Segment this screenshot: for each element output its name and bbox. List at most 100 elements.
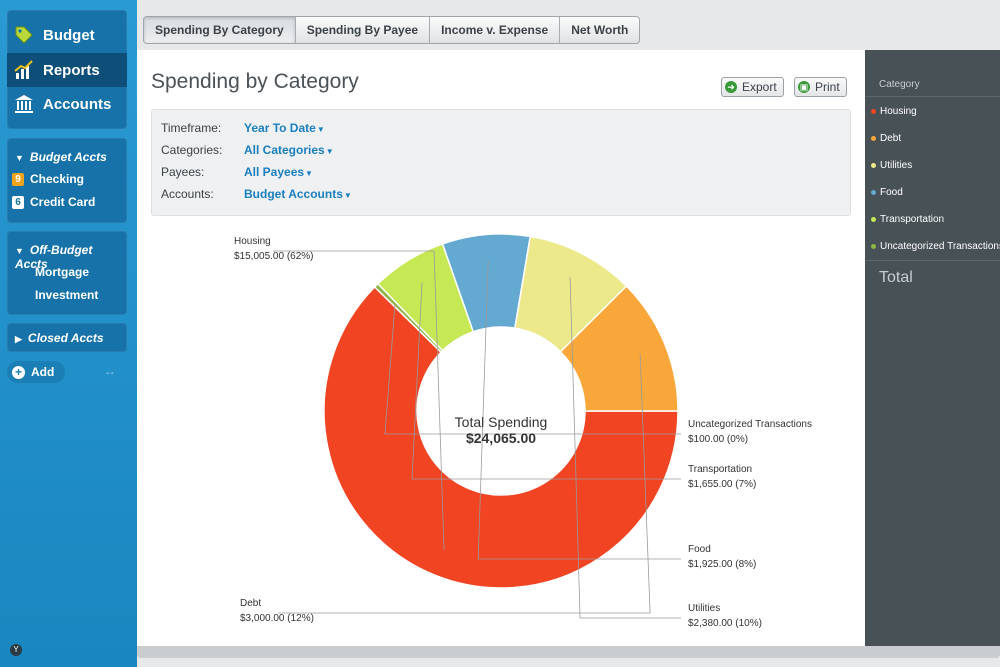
account-badge: 6 [12,195,24,209]
legend-item-food[interactable]: Food [871,185,1000,199]
main-panel: Spending By Category Spending By Payee I… [137,0,1000,667]
printer-icon: ▣ [798,81,810,93]
accounts-value: Budget Accounts [244,187,343,201]
report-tabs: Spending By Category Spending By Payee I… [143,16,641,44]
categories-value: All Categories [244,143,325,157]
timeframe-dropdown[interactable]: Year To Date▼ [244,121,325,135]
legend-divider [865,260,1000,261]
callout-line [477,261,681,560]
legend-dot [871,243,876,249]
account-mortgage[interactable]: Mortgage [35,262,145,282]
dropdown-arrow-icon: ▼ [343,191,352,200]
off-budget-accounts-group: ▼ Off-Budget Accts Mortgage Investment [7,231,127,315]
print-button[interactable]: ▣ Print [794,77,847,97]
nav-accounts-label: Accounts [43,95,112,113]
report-content: Spending by Category ➜ Export ▣ Print Ti… [137,50,865,646]
chart-center-label: Total Spending [455,414,548,430]
account-credit-card[interactable]: 6 Credit Card [12,192,122,212]
slice-label-amount: $1,655.00 (7%) [688,479,756,490]
slice-label-name: Transportation [688,464,752,475]
legend-item-utilities[interactable]: Utilities [871,158,1000,172]
export-button[interactable]: ➜ Export [721,77,784,97]
collapse-sidebar-icon[interactable]: ↔ [104,364,116,378]
legend-header: Category [879,79,920,90]
collapsed-triangle-icon: ▶ [15,334,22,344]
app-logo-icon: Y [10,644,22,656]
callout-line [278,353,651,614]
legend-dot [871,189,876,195]
callout-line [384,304,681,435]
budget-accounts-title: Budget Accts [29,150,107,164]
callout-line [411,282,681,480]
account-name: Mortgage [35,265,89,279]
callout-line [273,250,445,551]
dropdown-arrow-icon: ▼ [325,147,334,156]
chart-center-value: $24,065.00 [466,430,536,446]
nav-budget[interactable]: Budget [7,18,127,52]
timeframe-value: Year To Date [244,121,316,135]
slice-label-amount: $100.00 (0%) [688,434,748,445]
nav-reports-label: Reports [43,61,100,79]
tag-icon [15,26,33,44]
tab-net-worth[interactable]: Net Worth [571,23,629,37]
tab-spending-by-category[interactable]: Spending By Category [144,17,296,43]
accounts-label: Accounts: [161,187,214,201]
slice-label-amount: $15,005.00 (62%) [234,251,314,262]
legend-dot [871,216,876,222]
timeframe-label: Timeframe: [161,121,222,135]
payees-dropdown[interactable]: All Payees▼ [244,165,313,179]
export-arrow-icon: ➜ [725,81,737,93]
legend-total-label: Total [879,269,913,286]
tab-income-vs-expense[interactable]: Income v. Expense [430,17,561,43]
category-legend: Category Housing Debt Utilities Food Tra… [865,50,1000,646]
nav-accounts[interactable]: Accounts [7,87,127,121]
expanded-triangle-icon: ▼ [15,153,24,163]
legend-dot [871,162,876,168]
add-account-button[interactable]: + Add [7,361,65,383]
export-label: Export [742,80,777,94]
legend-item-label: Housing [880,105,917,117]
off-budget-accounts-toggle[interactable]: ▼ Off-Budget Accts [15,243,127,271]
horizontal-scrollbar[interactable] [137,646,1000,658]
nav-budget-label: Budget [43,26,95,44]
slice-label-name: Food [688,544,711,555]
print-label: Print [815,80,840,94]
accounts-dropdown[interactable]: Budget Accounts▼ [244,187,352,201]
legend-divider [865,96,1000,97]
legend-item-label: Food [880,186,903,198]
slice-label-amount: $2,380.00 (10%) [688,618,762,629]
account-investment[interactable]: Investment [35,285,145,305]
closed-accounts-toggle[interactable]: ▶ Closed Accts [15,331,104,345]
slice-label-amount: $1,925.00 (8%) [688,559,756,570]
sidebar: Budget Reports Accounts ▼ Bu [0,0,137,667]
legend-dot [871,108,876,114]
account-badge: 9 [12,172,24,186]
legend-item-uncategorized[interactable]: Uncategorized Transactions [871,239,1000,253]
account-name: Credit Card [30,195,96,209]
spending-donut-chart: Housing $15,005.00 (62%) Uncategorized Tra… [234,233,812,629]
filter-panel: Timeframe: Year To Date▼ Categories: All… [151,109,851,216]
account-name: Investment [35,288,99,302]
legend-dot [871,135,876,141]
account-checking[interactable]: 9 Checking [12,169,122,189]
callout-line [569,277,681,619]
off-budget-accounts-title: Off-Budget Accts [15,243,93,271]
slice-label-name: Housing [234,236,271,247]
categories-dropdown[interactable]: All Categories▼ [244,143,334,157]
legend-item-label: Utilities [880,159,913,171]
legend-item-transportation[interactable]: Transportation [871,212,1000,226]
account-name: Checking [30,172,85,186]
legend-item-housing[interactable]: Housing [871,104,1000,118]
main-nav: Budget Reports Accounts [7,10,127,129]
payees-value: All Payees [244,165,305,179]
legend-item-debt[interactable]: Debt [871,131,1000,145]
slice-label-name: Debt [240,598,261,609]
plus-icon: + [12,365,25,379]
budget-accounts-toggle[interactable]: ▼ Budget Accts [15,150,107,164]
legend-item-label: Debt [880,132,902,144]
tab-spending-by-payee[interactable]: Spending By Payee [296,17,431,43]
closed-accounts-title: Closed Accts [27,331,104,345]
budget-accounts-group: ▼ Budget Accts 9 Checking 6 Credit Card [7,138,127,223]
donut-slice-housing[interactable] [323,285,679,589]
nav-reports[interactable]: Reports [7,53,127,87]
